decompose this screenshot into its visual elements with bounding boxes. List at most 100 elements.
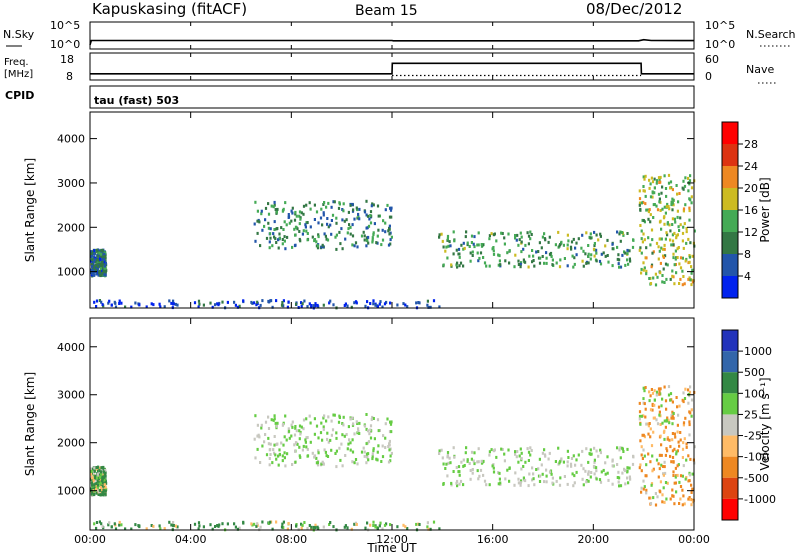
power-echo-cell bbox=[672, 275, 675, 279]
velocity-echo-cell bbox=[280, 525, 284, 529]
power-echo-cell bbox=[365, 199, 368, 203]
velocity-echo-cell bbox=[645, 491, 648, 495]
power-echo-cell bbox=[366, 214, 370, 218]
velocity-echo-cell bbox=[290, 434, 293, 438]
power-echo-cell bbox=[595, 251, 598, 255]
velocity-echo-cell bbox=[648, 496, 651, 500]
velocity-echo-cell bbox=[543, 448, 546, 452]
power-echo-cell bbox=[118, 299, 121, 303]
power-ytick-label: 1000 bbox=[57, 266, 85, 279]
power-echo-cell bbox=[372, 203, 375, 207]
velocity-echo-cell bbox=[528, 472, 531, 476]
power-echo-cell bbox=[688, 260, 691, 264]
power-echo-cell bbox=[341, 218, 344, 222]
power-echo-cell bbox=[351, 202, 354, 206]
power-echo-cell bbox=[472, 242, 475, 246]
power-echo-cell bbox=[346, 304, 349, 308]
velocity-echo-cell bbox=[658, 410, 661, 414]
velocity-colorbar-tick-label: 500 bbox=[744, 366, 765, 379]
velocity-echo-cell bbox=[447, 461, 450, 465]
power-echo-cell bbox=[320, 245, 323, 249]
power-echo-cell bbox=[226, 300, 229, 304]
velocity-echo-cell bbox=[452, 446, 455, 450]
velocity-echo-cell bbox=[669, 454, 672, 458]
velocity-echo-cell bbox=[263, 440, 266, 444]
power-echo-cell bbox=[664, 262, 668, 266]
velocity-echo-cell bbox=[500, 447, 503, 451]
velocity-echo-cell bbox=[326, 455, 330, 458]
power-echo-cell bbox=[462, 264, 465, 268]
velocity-echo-cell bbox=[271, 461, 274, 465]
power-echo-cell bbox=[566, 233, 569, 237]
velocity-echo-cell bbox=[91, 467, 95, 471]
velocity-echo-cell bbox=[369, 428, 372, 432]
velocity-echo-cell bbox=[618, 448, 621, 452]
velocity-echo-cell bbox=[618, 484, 621, 488]
power-echo-cell bbox=[159, 305, 162, 309]
power-echo-cell bbox=[470, 234, 474, 238]
power-echo-cell bbox=[217, 303, 220, 307]
velocity-echo-cell bbox=[619, 484, 623, 488]
velocity-echo-cell bbox=[389, 523, 392, 527]
velocity-echo-cell bbox=[345, 433, 348, 436]
power-echo-cell bbox=[355, 206, 358, 210]
power-echo-cell bbox=[300, 211, 303, 215]
velocity-echo-cell bbox=[650, 483, 653, 487]
power-echo-cell bbox=[653, 191, 656, 195]
power-echo-cell bbox=[113, 300, 116, 304]
power-echo-cell bbox=[688, 255, 691, 259]
velocity-echo-cell bbox=[273, 451, 276, 455]
power-echo-cell bbox=[317, 221, 320, 225]
velocity-echo-cell bbox=[101, 488, 104, 492]
velocity-echo-cell bbox=[517, 460, 520, 464]
velocity-echo-cell bbox=[273, 443, 276, 447]
velocity-colorbar-swatch bbox=[722, 414, 738, 436]
velocity-echo-cell bbox=[335, 436, 338, 440]
velocity-echo-cell bbox=[593, 458, 596, 462]
velocity-echo-cell bbox=[294, 426, 297, 430]
power-echo-cell bbox=[101, 269, 104, 273]
power-echo-cell bbox=[103, 255, 106, 259]
velocity-echo-cell bbox=[332, 525, 335, 529]
power-echo-cell bbox=[558, 244, 561, 248]
velocity-echo-cell bbox=[293, 433, 297, 437]
velocity-echo-cell bbox=[530, 449, 533, 452]
power-echo-cell bbox=[375, 241, 378, 245]
power-echo-cell bbox=[372, 299, 375, 303]
velocity-echo-cell bbox=[334, 452, 337, 455]
velocity-colorbar-tick-label: -25 bbox=[744, 430, 762, 443]
velocity-echo-cell bbox=[323, 448, 326, 452]
velocity-colorbar-swatch bbox=[722, 456, 738, 478]
power-echo-cell bbox=[650, 265, 653, 269]
power-echo-cell bbox=[574, 246, 577, 250]
velocity-echo-cell bbox=[432, 520, 436, 524]
velocity-echo-cell bbox=[300, 526, 303, 530]
velocity-colorbar-swatch bbox=[722, 393, 738, 415]
power-echo-cell bbox=[312, 304, 315, 308]
velocity-echo-cell bbox=[566, 460, 569, 464]
velocity-echo-cell bbox=[378, 429, 381, 432]
velocity-echo-cell bbox=[323, 414, 326, 418]
nave-tick-top: 60 bbox=[705, 53, 719, 66]
power-echo-cell bbox=[642, 268, 645, 272]
power-echo-cell bbox=[660, 191, 663, 195]
velocity-echo-cell bbox=[581, 477, 584, 481]
power-echo-cell bbox=[283, 220, 286, 224]
power-echo-cell bbox=[555, 261, 558, 265]
velocity-echo-cell bbox=[668, 421, 671, 425]
power-echo-cell bbox=[263, 224, 266, 228]
power-echo-cell bbox=[303, 299, 306, 303]
power-echo-cell bbox=[642, 219, 645, 222]
velocity-echo-cell bbox=[342, 415, 345, 419]
velocity-echo-cell bbox=[648, 399, 651, 403]
power-echo-cell bbox=[347, 227, 350, 231]
power-echo-cell bbox=[644, 194, 647, 198]
velocity-echo-cell bbox=[452, 470, 455, 473]
velocity-echo-cell bbox=[663, 500, 666, 504]
power-echo-cell bbox=[599, 232, 602, 236]
velocity-echo-cell bbox=[558, 483, 562, 487]
power-echo-cell bbox=[271, 244, 274, 248]
velocity-echo-cell bbox=[305, 417, 308, 421]
velocity-echo-cell bbox=[685, 476, 688, 479]
power-echo-cell bbox=[532, 254, 535, 258]
